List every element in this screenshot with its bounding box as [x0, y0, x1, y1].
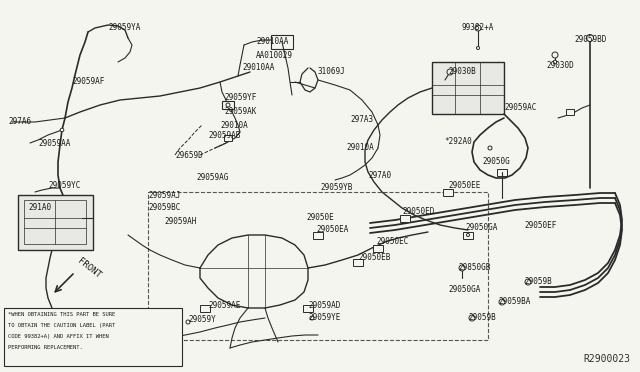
Text: 29059YF: 29059YF	[224, 93, 257, 103]
Circle shape	[477, 46, 479, 49]
Circle shape	[226, 103, 230, 107]
Text: 29059BD: 29059BD	[574, 35, 606, 45]
Text: FRONT: FRONT	[76, 256, 102, 280]
Text: 29059B: 29059B	[524, 278, 552, 286]
Bar	[4, 308, 182, 366]
Circle shape	[488, 146, 492, 150]
Text: 29059BC: 29059BC	[148, 203, 180, 212]
Text: *WHEN OBTAINING THIS PART BE SURE: *WHEN OBTAINING THIS PART BE SURE	[8, 312, 115, 317]
Text: 29050EF: 29050EF	[524, 221, 556, 230]
Text: 29059AH: 29059AH	[164, 218, 196, 227]
Text: 29059AA: 29059AA	[38, 138, 70, 148]
Bar	[373, 244, 383, 251]
Circle shape	[310, 316, 314, 320]
Circle shape	[60, 128, 64, 132]
Bar	[497, 169, 507, 176]
Circle shape	[447, 69, 453, 75]
Text: 297A0: 297A0	[368, 170, 391, 180]
Bar	[222, 101, 234, 109]
Text: 29030D: 29030D	[546, 61, 573, 70]
Text: 291A0: 291A0	[28, 203, 51, 212]
Text: 29059YA: 29059YA	[108, 23, 140, 32]
Bar	[24, 200, 86, 244]
Bar	[443, 189, 453, 196]
Text: 29059YC: 29059YC	[48, 180, 81, 189]
Text: 29059Y: 29059Y	[188, 315, 216, 324]
Text: 29059AB: 29059AB	[208, 131, 241, 140]
Bar	[313, 231, 323, 238]
Text: 29050GA: 29050GA	[448, 285, 481, 295]
Text: 29059B: 29059B	[468, 314, 496, 323]
Bar	[303, 305, 313, 311]
Text: PERFORMING REPLACEMENT.: PERFORMING REPLACEMENT.	[8, 345, 83, 350]
Text: 29050EA: 29050EA	[316, 225, 348, 234]
Text: 29010AA: 29010AA	[256, 38, 289, 46]
Circle shape	[186, 320, 190, 324]
Text: 29050EE: 29050EE	[448, 180, 481, 189]
Text: 29050EB: 29050EB	[358, 253, 390, 263]
Bar	[18, 195, 93, 250]
Text: *292A0: *292A0	[444, 138, 472, 147]
Text: 29059AC: 29059AC	[504, 103, 536, 112]
Bar	[224, 135, 232, 141]
Bar	[463, 231, 473, 238]
Text: 29050E: 29050E	[306, 214, 333, 222]
Text: 31069J: 31069J	[318, 67, 346, 77]
Text: 29050EC: 29050EC	[376, 237, 408, 247]
Text: 29059AE: 29059AE	[208, 301, 241, 310]
Text: AA010029: AA010029	[256, 51, 293, 60]
Text: 29050G: 29050G	[482, 157, 509, 167]
Text: 29059YB: 29059YB	[320, 183, 353, 192]
Text: 29050ED: 29050ED	[402, 208, 435, 217]
Circle shape	[552, 52, 558, 58]
Bar	[400, 215, 410, 221]
Text: 99382+A: 99382+A	[462, 23, 494, 32]
Circle shape	[467, 234, 470, 237]
Bar	[566, 109, 574, 115]
Text: 29010A: 29010A	[220, 121, 248, 129]
Text: 29010A: 29010A	[346, 144, 374, 153]
Text: 29059AJ: 29059AJ	[148, 190, 180, 199]
Text: 29059AG: 29059AG	[196, 173, 228, 183]
Circle shape	[586, 35, 593, 42]
Circle shape	[499, 299, 505, 305]
Text: 29050GA: 29050GA	[465, 224, 497, 232]
Text: 29059AK: 29059AK	[224, 108, 257, 116]
Text: CODE 99382+A) AND AFFIX IT WHEN: CODE 99382+A) AND AFFIX IT WHEN	[8, 334, 109, 339]
Text: 297A3: 297A3	[350, 115, 373, 125]
Bar	[148, 192, 488, 340]
Bar	[200, 305, 210, 311]
Text: 29030B: 29030B	[448, 67, 476, 77]
Circle shape	[553, 60, 557, 64]
Text: 29010AA: 29010AA	[242, 64, 275, 73]
Bar	[271, 35, 293, 49]
Circle shape	[525, 279, 531, 285]
Bar	[353, 259, 363, 266]
Text: 29059YE: 29059YE	[308, 314, 340, 323]
Circle shape	[475, 25, 481, 31]
Text: 29659D: 29659D	[175, 151, 203, 160]
Text: R2900023: R2900023	[583, 354, 630, 364]
Circle shape	[459, 265, 465, 271]
Text: TO OBTAIN THE CAUTION LABEL (PART: TO OBTAIN THE CAUTION LABEL (PART	[8, 323, 115, 328]
Text: 29059AF: 29059AF	[72, 77, 104, 87]
Circle shape	[469, 315, 475, 321]
Text: 29059AD: 29059AD	[308, 301, 340, 310]
Bar	[432, 62, 504, 114]
Text: 297A6: 297A6	[8, 118, 31, 126]
Text: 29059BA: 29059BA	[498, 298, 531, 307]
Text: 29850GB: 29850GB	[458, 263, 490, 273]
